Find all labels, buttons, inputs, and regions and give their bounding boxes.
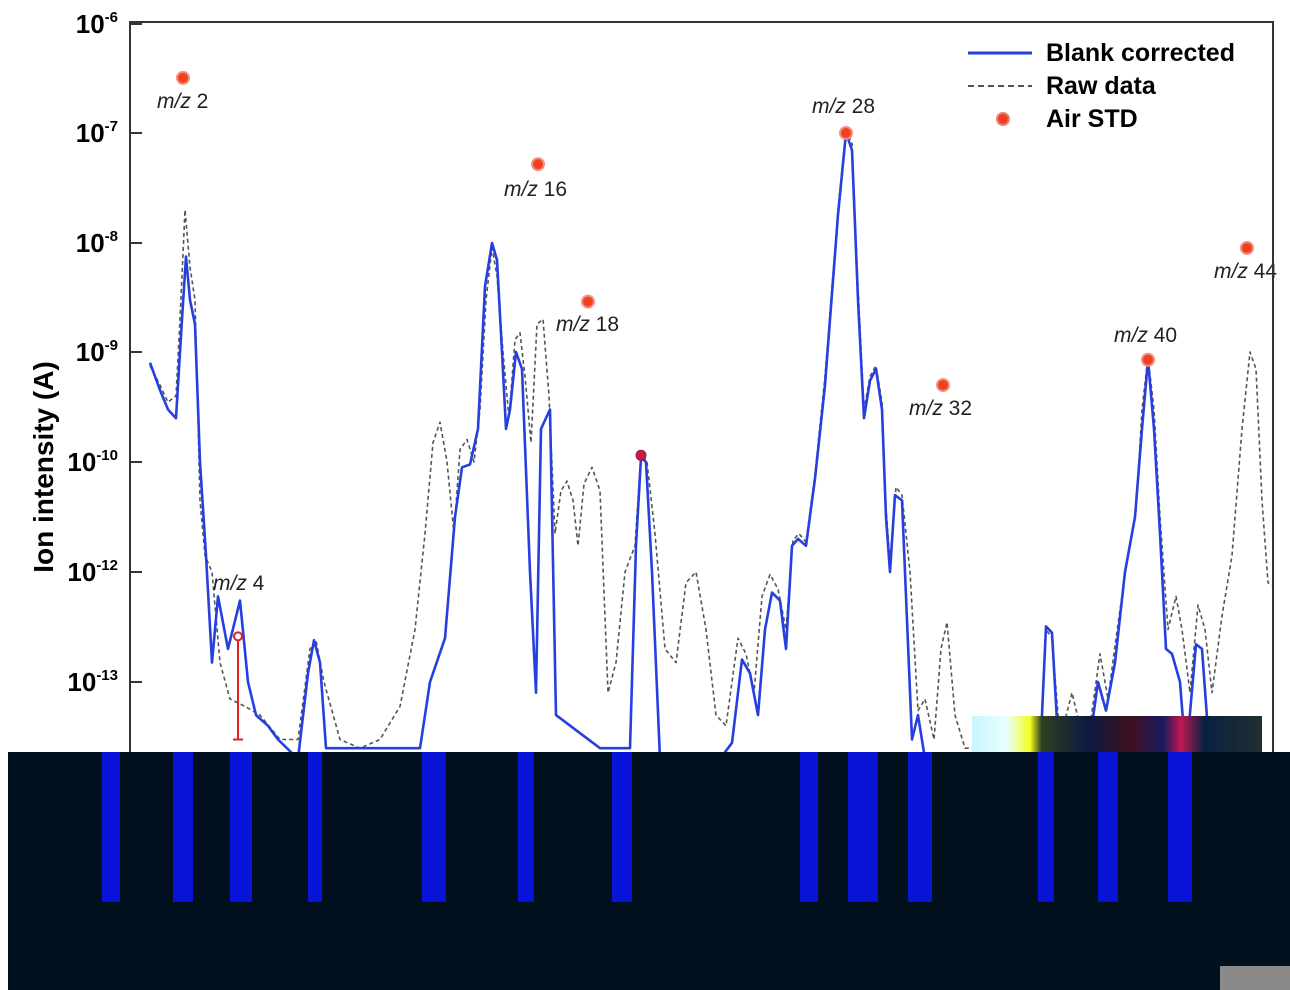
air-std-marker-peak [635,449,647,461]
air-std-marker-mz18 [581,294,595,309]
air-std-layer [176,70,1254,741]
annotation-mz32: m/z 32 [909,397,972,420]
y-tick-label-1e-8: 10-8 [76,228,118,258]
air-std-marker-mz44 [1240,241,1254,255]
legend-label-blank-corrected: Blank corrected [1046,39,1235,67]
annotation-mz44: m/z 44 [1214,260,1277,283]
air-std-marker-mz16 [531,157,545,172]
corrupt-bar [1038,752,1054,902]
y-tick-label-1e-13: 10-13 [67,667,118,697]
air-std-marker-mz4 [233,631,243,642]
series-raw-data [149,127,1273,749]
legend-marker-air-std [996,112,1010,126]
corrupt-bar [800,752,818,902]
air-std-marker-mz40 [1141,352,1155,367]
corrupt-bar [102,752,120,902]
y-tick-label-1e-6: 10-6 [76,9,118,39]
y-tick-label-1e-12: 10-12 [67,557,118,587]
corrupt-bar [1168,752,1192,902]
y-axis-label: Ion intensity (A) [28,361,59,573]
legend-label-raw-data: Raw data [1046,72,1157,100]
corrupt-bar [173,752,193,902]
annotation-mz18: m/z 18 [556,313,619,336]
corrupt-bar [848,752,878,902]
corrupt-bar [422,752,446,902]
y-tick-label-1e-9: 10-9 [76,337,118,367]
annotation-mz16: m/z 16 [504,178,567,201]
legend: Blank corrected Raw data Air STD [968,39,1235,133]
air-std-marker-mz2 [176,70,190,85]
corrupt-bar [908,752,932,902]
corrupt-bar [518,752,534,902]
annotation-mz28: m/z 28 [812,95,875,118]
corrupt-gray-block [1220,966,1290,990]
annotation-mz4: m/z 4 [213,572,265,595]
corrupt-bar [308,752,322,902]
y-axis: 10-6 10-7 10-8 10-9 10-10 10-12 10-13 [67,9,142,697]
corrupt-bar [230,752,252,902]
corrupt-bar [612,752,632,902]
air-std-marker-mz32 [936,378,950,393]
corrupt-bar [1098,752,1118,902]
y-tick-label-1e-7: 10-7 [76,118,118,148]
annotation-mz40: m/z 40 [1114,324,1177,347]
corrupted-strip [972,716,1262,752]
corrupted-region [8,752,1290,990]
annotation-layer: m/z 2 m/z 4 m/z 16 m/z 18 m/z 28 m/z 32 m/z 40… [157,90,1277,595]
annotation-mz2: m/z 2 [157,90,208,113]
air-std-marker-mz28 [839,126,853,140]
y-tick-label-1e-10: 10-10 [67,447,118,477]
legend-label-air-std: Air STD [1046,105,1138,133]
